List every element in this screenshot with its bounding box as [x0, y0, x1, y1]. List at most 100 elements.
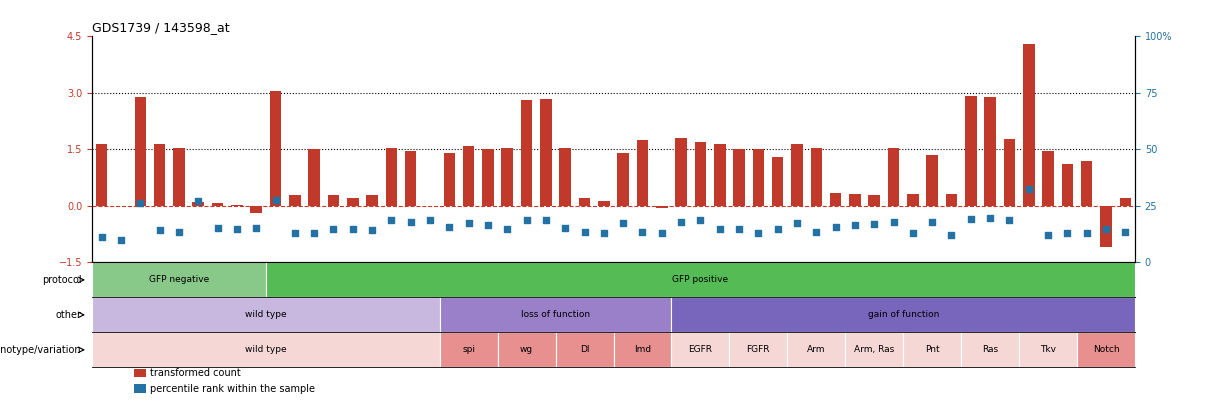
Bar: [92, 262, 266, 297]
Text: Pnt: Pnt: [925, 345, 940, 354]
Bar: [560, 147, 571, 206]
Point: [574, 228, 594, 235]
Bar: [772, 157, 784, 206]
Point: [652, 230, 671, 236]
Bar: [1101, 206, 1112, 247]
Bar: [92, 333, 439, 367]
Bar: [946, 194, 957, 206]
Bar: [598, 201, 610, 206]
Point: [671, 218, 691, 225]
Bar: [1077, 333, 1135, 367]
Point: [92, 234, 112, 240]
Text: Ras: Ras: [982, 345, 999, 354]
Point: [691, 217, 710, 224]
Bar: [308, 149, 320, 206]
Bar: [439, 297, 671, 333]
Bar: [540, 98, 552, 206]
Point: [227, 226, 247, 232]
Point: [344, 226, 363, 232]
Point: [324, 226, 344, 232]
Text: wild type: wild type: [245, 345, 287, 354]
Point: [285, 230, 304, 236]
Point: [1077, 230, 1097, 236]
Bar: [614, 333, 671, 367]
Point: [768, 226, 788, 232]
Bar: [134, 384, 146, 393]
Bar: [96, 144, 108, 206]
Point: [729, 226, 748, 232]
Bar: [849, 194, 860, 206]
Point: [1096, 226, 1115, 232]
Bar: [92, 297, 439, 333]
Point: [536, 217, 556, 224]
Point: [614, 220, 633, 226]
Bar: [385, 147, 398, 206]
Text: Tkv: Tkv: [1040, 345, 1056, 354]
Point: [112, 237, 131, 243]
Bar: [888, 147, 899, 206]
Bar: [961, 333, 1020, 367]
Bar: [791, 144, 802, 206]
Point: [420, 217, 439, 224]
Bar: [290, 195, 301, 206]
Point: [923, 218, 942, 225]
Bar: [788, 333, 845, 367]
Bar: [1020, 333, 1077, 367]
Bar: [153, 144, 166, 206]
Bar: [729, 333, 788, 367]
Point: [207, 224, 227, 231]
Point: [1000, 217, 1020, 224]
Bar: [637, 140, 648, 206]
Bar: [1081, 161, 1092, 206]
Point: [382, 217, 401, 224]
Text: Notch: Notch: [1093, 345, 1119, 354]
Bar: [250, 206, 263, 213]
Point: [903, 230, 923, 236]
Bar: [926, 155, 937, 206]
Bar: [266, 262, 1135, 297]
Bar: [347, 198, 358, 206]
Point: [439, 224, 459, 230]
Bar: [734, 149, 745, 206]
Bar: [752, 149, 764, 206]
Point: [633, 228, 653, 235]
Bar: [617, 153, 629, 206]
Point: [169, 228, 189, 235]
Bar: [671, 297, 1135, 333]
Text: GDS1739 / 143598_at: GDS1739 / 143598_at: [92, 21, 229, 34]
Bar: [173, 147, 185, 206]
Bar: [463, 146, 475, 206]
Text: transformed count: transformed count: [151, 368, 242, 378]
Point: [980, 215, 1000, 221]
Point: [266, 197, 286, 203]
Point: [941, 232, 961, 239]
Bar: [829, 193, 842, 206]
Bar: [367, 195, 378, 206]
Text: GFP negative: GFP negative: [148, 275, 209, 284]
Text: genotype/variation: genotype/variation: [0, 345, 81, 355]
Text: percentile rank within the sample: percentile rank within the sample: [151, 384, 315, 394]
Bar: [964, 96, 977, 206]
Point: [826, 224, 845, 230]
Point: [401, 218, 421, 225]
Bar: [1004, 139, 1015, 206]
Point: [1038, 232, 1058, 239]
Bar: [656, 206, 667, 208]
Point: [130, 200, 150, 206]
Point: [247, 224, 266, 231]
Point: [479, 222, 498, 229]
Point: [1018, 186, 1038, 192]
Text: wg: wg: [520, 345, 534, 354]
Bar: [270, 91, 281, 206]
Point: [497, 226, 517, 232]
Text: spi: spi: [463, 345, 475, 354]
Bar: [520, 100, 533, 206]
Bar: [134, 369, 146, 377]
Point: [517, 217, 536, 224]
Bar: [498, 333, 556, 367]
Bar: [439, 333, 498, 367]
Bar: [984, 97, 996, 206]
Point: [748, 230, 768, 236]
Point: [961, 216, 980, 222]
Bar: [502, 147, 513, 206]
